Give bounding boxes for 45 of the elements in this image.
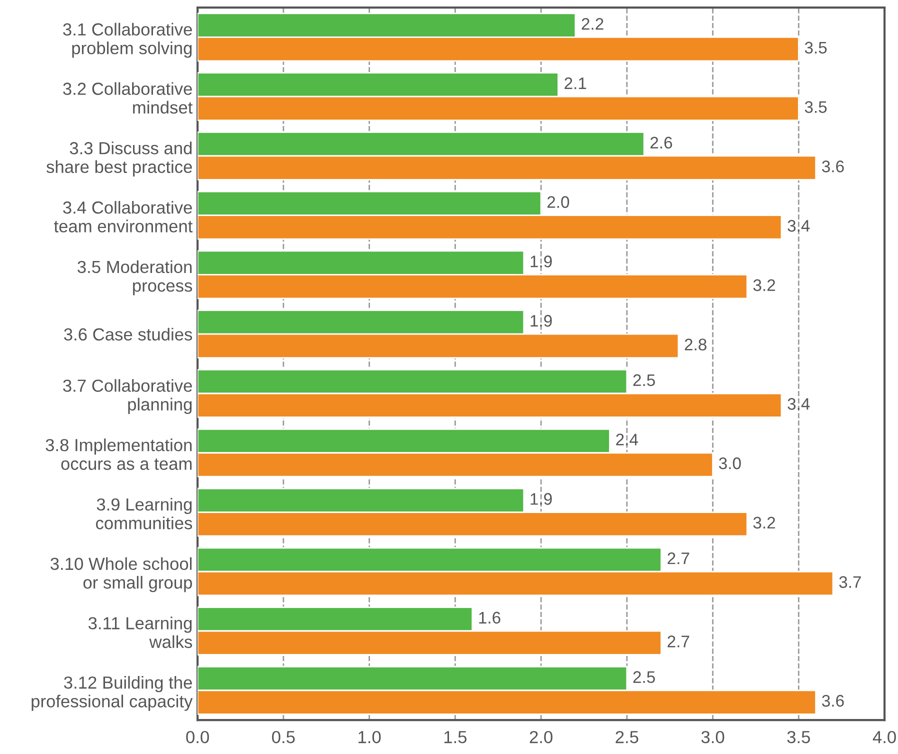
y-tick-label: 3.5 Moderation process bbox=[78, 260, 192, 296]
data-label: 2.0 bbox=[547, 196, 570, 208]
x-tick-label: 3.0 bbox=[701, 730, 724, 744]
data-label: 2.6 bbox=[650, 136, 672, 149]
x-tick-label: 1.0 bbox=[358, 730, 381, 744]
data-label: 3.6 bbox=[822, 694, 844, 707]
data-label: 2.5 bbox=[633, 374, 655, 386]
data-label: 3.0 bbox=[718, 457, 741, 470]
x-tick-label: 3.5 bbox=[787, 730, 810, 744]
data-label: 2.4 bbox=[616, 434, 638, 446]
y-tick-label: 3.11 Learning walks bbox=[88, 616, 192, 648]
data-label: 2.8 bbox=[684, 338, 706, 350]
data-label: 1.9 bbox=[530, 314, 552, 327]
data-label: 3.6 bbox=[822, 160, 844, 172]
y-tick-label: 3.9 Learning communities bbox=[96, 498, 192, 530]
data-label: 2.2 bbox=[582, 18, 604, 30]
data-label: 2.7 bbox=[668, 552, 690, 564]
y-tick-label: 3.6 Case studies bbox=[64, 328, 192, 341]
data-label: 3.5 bbox=[804, 101, 827, 113]
x-tick-label: 2.5 bbox=[616, 730, 638, 744]
y-tick-label: 3.7 Collaborative planning bbox=[63, 379, 192, 414]
y-tick-label: 3.12 Building the professional capacity bbox=[32, 676, 193, 711]
x-tick-label: 0.0 bbox=[186, 730, 209, 744]
data-label: 1.6 bbox=[479, 612, 500, 624]
data-label: 3.4 bbox=[788, 398, 810, 410]
y-tick-label: 3.8 Implementation occurs as a team bbox=[46, 438, 192, 470]
data-label: 3.5 bbox=[804, 42, 827, 54]
x-tick-label: 0.5 bbox=[272, 730, 295, 744]
data-label: 1.9 bbox=[530, 256, 552, 268]
y-tick-label: 3.3 Discuss and share best practice bbox=[46, 142, 192, 176]
data-label: 3.4 bbox=[788, 220, 810, 232]
y-tick-label: 3.1 Collaborative problem solving bbox=[63, 22, 192, 58]
x-tick-label: 2.0 bbox=[530, 730, 552, 744]
y-tick-label: 3.4 Collaborative team environment bbox=[54, 200, 193, 232]
data-label: 2.1 bbox=[564, 77, 586, 90]
data-label: 2.5 bbox=[633, 671, 655, 683]
x-tick-label: 4.0 bbox=[872, 730, 896, 744]
y-tick-label: 3.10 Whole school or small group bbox=[50, 557, 192, 592]
data-label: 3.2 bbox=[753, 279, 776, 292]
data-label: 3.2 bbox=[753, 516, 776, 529]
y-tick-label: 3.2 Collaborative mindset bbox=[63, 82, 193, 114]
data-label: 1.9 bbox=[530, 493, 552, 505]
x-tick-label: 1.5 bbox=[444, 731, 467, 744]
data-label: 3.7 bbox=[839, 576, 861, 588]
data-label: 2.7 bbox=[668, 636, 690, 648]
